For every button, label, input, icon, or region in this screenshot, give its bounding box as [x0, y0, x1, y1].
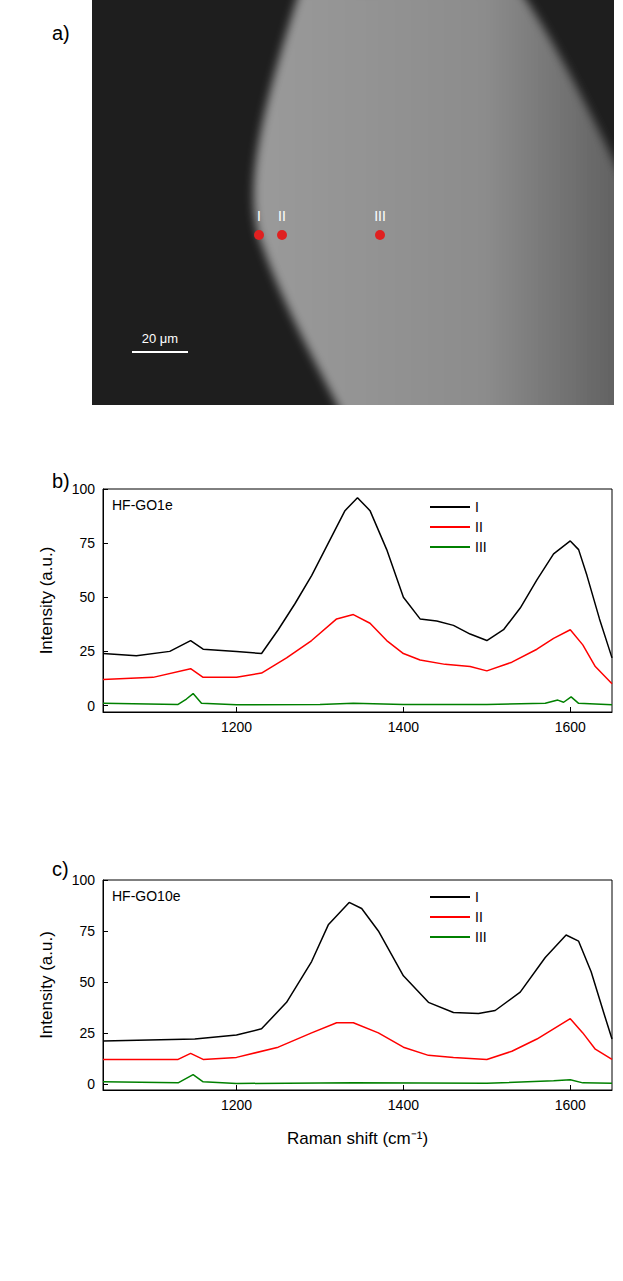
svg-text:Intensity (a.u.): Intensity (a.u.) [37, 547, 56, 655]
svg-text:I: I [257, 208, 261, 224]
svg-text:0: 0 [87, 1076, 95, 1092]
svg-text:25: 25 [79, 643, 95, 659]
svg-text:75: 75 [79, 535, 95, 551]
svg-text:1600: 1600 [555, 719, 586, 735]
svg-text:II: II [475, 519, 483, 535]
svg-text:HF-GO10e: HF-GO10e [112, 888, 181, 904]
svg-text:0: 0 [87, 698, 95, 714]
svg-text:100: 100 [72, 481, 96, 497]
svg-text:1200: 1200 [221, 1097, 252, 1113]
svg-text:1400: 1400 [388, 719, 419, 735]
svg-text:50: 50 [79, 974, 95, 990]
svg-text:III: III [374, 208, 386, 224]
svg-text:25: 25 [79, 1025, 95, 1041]
svg-text:1400: 1400 [388, 1097, 419, 1113]
svg-text:20 μm: 20 μm [142, 331, 178, 346]
html-text:c): c) [52, 858, 69, 880]
svg-text:HF-GO1e: HF-GO1e [112, 497, 173, 513]
svg-text:1600: 1600 [555, 1097, 586, 1113]
svg-text:II: II [278, 208, 286, 224]
svg-text:II: II [475, 909, 483, 925]
svg-text:100: 100 [72, 872, 96, 888]
svg-text:1200: 1200 [221, 719, 252, 735]
svg-text:III: III [475, 929, 487, 945]
html-text:a): a) [52, 22, 70, 44]
svg-text:75: 75 [79, 923, 95, 939]
html-text:b): b) [52, 470, 70, 492]
svg-text:I: I [475, 889, 479, 905]
svg-text:I: I [475, 499, 479, 515]
svg-text:Intensity (a.u.): Intensity (a.u.) [37, 931, 56, 1039]
svg-text:III: III [475, 539, 487, 555]
svg-text:Raman shift (cm⁻¹): Raman shift (cm⁻¹) [287, 1129, 428, 1148]
svg-text:50: 50 [79, 589, 95, 605]
